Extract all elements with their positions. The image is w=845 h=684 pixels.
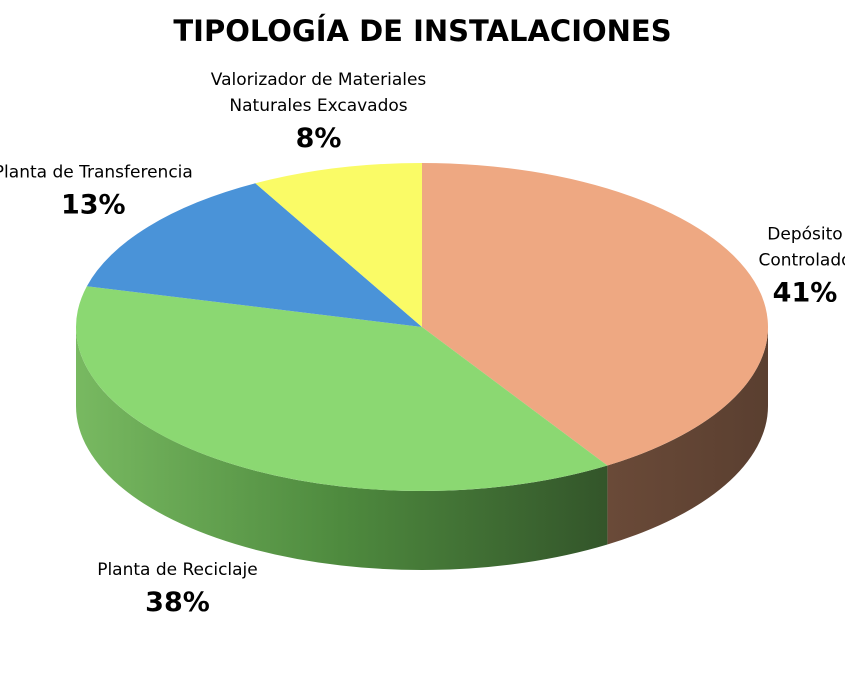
slice-percent-label: 8% [296, 123, 342, 154]
slice-name-label: Planta de Reciclaje [97, 560, 258, 580]
slice-name-label: Planta de Transferencia [0, 163, 193, 183]
data-label-planta-de-transferencia: Planta de Transferencia 13% [0, 163, 193, 221]
slice-name-label: Controlado [758, 251, 845, 271]
slice-name-label: Naturales Excavados [229, 96, 407, 116]
data-label-valorizador-de-materiales-naturales-excavados: Valorizador de Materiales Naturales Excav… [211, 70, 427, 154]
slice-percent-label: 13% [61, 190, 126, 221]
data-label-deposito-controlado: Depósito Controlado 41% [758, 225, 845, 309]
pie-slice-planta-de-transferencia [86, 183, 422, 327]
slice-percent-label: 38% [145, 587, 210, 618]
slice-name-label: Depósito [767, 225, 842, 245]
pie-side-deposito-controlado [607, 327, 768, 545]
pie-slice-deposito-controlado [422, 163, 768, 466]
slice-name-label: Valorizador de Materiales [211, 70, 427, 90]
pie-side-planta-de-reciclaje [75, 327, 608, 570]
data-label-planta-de-reciclaje: Planta de Reciclaje 38% [97, 560, 258, 618]
pie-slice-planta-de-reciclaje [75, 286, 608, 491]
chart-title: TIPOLOGÍA DE INSTALACIONES [173, 14, 672, 48]
slice-percent-label: 41% [773, 278, 838, 309]
pie-slice-valorizador-de-materiales-naturales-excavados [255, 163, 422, 327]
